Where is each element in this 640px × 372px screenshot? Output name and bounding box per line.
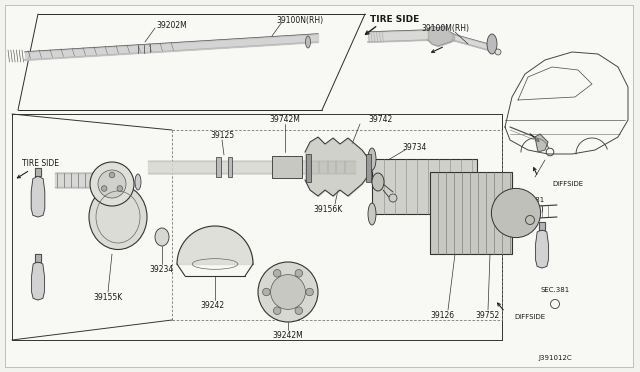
Polygon shape	[35, 254, 41, 262]
Bar	[227, 157, 232, 177]
Text: 39742M: 39742M	[269, 115, 300, 125]
Circle shape	[90, 162, 134, 206]
Text: (38542): (38542)	[516, 206, 544, 212]
Bar	[305, 154, 310, 182]
Text: 39234: 39234	[150, 266, 174, 275]
Bar	[365, 154, 371, 182]
Ellipse shape	[155, 228, 169, 246]
Text: 39126: 39126	[430, 311, 454, 321]
Bar	[272, 156, 302, 178]
Text: 39156K: 39156K	[314, 205, 342, 215]
Bar	[372, 159, 477, 214]
Ellipse shape	[389, 194, 397, 202]
Circle shape	[101, 186, 107, 191]
Circle shape	[295, 269, 303, 277]
Circle shape	[109, 172, 115, 178]
Text: DIFFSIDE: DIFFSIDE	[514, 314, 545, 320]
Text: 39202M: 39202M	[157, 20, 188, 29]
Ellipse shape	[135, 174, 141, 190]
Text: 39155K: 39155K	[93, 294, 123, 302]
Circle shape	[273, 269, 281, 277]
Text: J391012C: J391012C	[538, 355, 572, 361]
Ellipse shape	[368, 148, 376, 170]
Text: SEC.381: SEC.381	[540, 287, 570, 293]
Circle shape	[295, 307, 303, 314]
Text: 39752: 39752	[476, 311, 500, 321]
Polygon shape	[35, 168, 42, 176]
Text: 39742: 39742	[368, 115, 392, 125]
Circle shape	[273, 307, 281, 314]
Ellipse shape	[305, 36, 310, 48]
Circle shape	[262, 288, 270, 296]
Polygon shape	[31, 262, 44, 300]
Polygon shape	[31, 176, 45, 217]
Ellipse shape	[372, 173, 384, 191]
Text: DIFFSIDE: DIFFSIDE	[552, 181, 583, 187]
Circle shape	[98, 170, 126, 198]
Text: SEC.381: SEC.381	[515, 197, 545, 203]
Polygon shape	[535, 134, 548, 152]
Circle shape	[492, 188, 541, 238]
Text: TIRE SIDE: TIRE SIDE	[22, 160, 59, 169]
Polygon shape	[539, 222, 545, 230]
Bar	[430, 172, 512, 254]
Circle shape	[258, 262, 318, 322]
Circle shape	[271, 275, 305, 310]
Circle shape	[117, 186, 123, 191]
Ellipse shape	[495, 49, 501, 55]
Text: 39242: 39242	[200, 301, 224, 311]
Ellipse shape	[487, 34, 497, 54]
Circle shape	[306, 288, 314, 296]
Text: TIRE SIDE: TIRE SIDE	[371, 16, 420, 25]
Ellipse shape	[89, 185, 147, 250]
Text: 39100N(RH): 39100N(RH)	[276, 16, 324, 25]
Text: 39100M(RH): 39100M(RH)	[421, 25, 469, 33]
Text: 39125: 39125	[210, 131, 234, 140]
Text: 39734: 39734	[403, 142, 427, 151]
Text: 39242M: 39242M	[273, 331, 303, 340]
Ellipse shape	[368, 203, 376, 225]
Bar	[216, 157, 221, 177]
Polygon shape	[536, 230, 548, 268]
